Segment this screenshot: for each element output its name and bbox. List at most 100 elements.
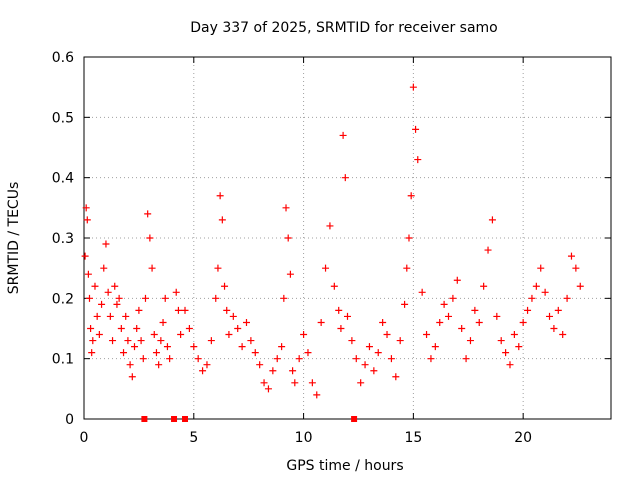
data-point [124, 337, 132, 345]
data-point [166, 355, 174, 363]
x-tick-label: 5 [189, 430, 198, 446]
data-point [344, 312, 351, 320]
data-point [497, 337, 505, 345]
data-gap-markers [141, 416, 358, 422]
data-point [264, 385, 272, 393]
x-axis-label: GPS time / hours [286, 458, 403, 474]
data-point [405, 234, 413, 242]
x-tick-label: 0 [80, 430, 89, 446]
data-point [177, 331, 185, 339]
data-point [304, 349, 312, 357]
data-point [308, 379, 316, 387]
data-point [392, 373, 400, 381]
data-point [396, 337, 404, 345]
data-point [403, 264, 411, 272]
data-point [387, 355, 395, 363]
data-point [120, 349, 128, 357]
x-tick-label: 10 [295, 430, 313, 446]
data-point [256, 361, 264, 369]
data-point [326, 222, 334, 230]
data-point [152, 349, 160, 357]
data-point [524, 306, 532, 314]
data-point [462, 355, 470, 363]
data-point [383, 331, 391, 339]
data-point [95, 331, 103, 339]
data-point [423, 331, 431, 339]
data-point [370, 367, 378, 375]
data-point [144, 210, 152, 218]
data-point [458, 325, 466, 332]
data-point [81, 252, 89, 260]
data-point [234, 325, 242, 332]
data-point [172, 288, 180, 296]
data-point [322, 264, 330, 272]
data-point [337, 325, 345, 332]
data-point [563, 294, 571, 302]
data-point [284, 234, 292, 242]
data-point [546, 312, 554, 320]
data-point [502, 349, 510, 357]
x-tick-label: 20 [514, 430, 532, 446]
data-point [115, 294, 123, 302]
data-point [445, 312, 453, 320]
data-point [484, 246, 492, 254]
data-point [155, 361, 163, 369]
data-point [199, 367, 207, 375]
data-point [300, 331, 308, 339]
data-point [567, 252, 575, 260]
data-point [260, 379, 268, 387]
data-point [214, 264, 222, 272]
data-point [576, 282, 584, 290]
data-point [407, 192, 415, 200]
y-tick-label: 0.2 [52, 291, 74, 307]
data-point [295, 355, 303, 363]
data-point [146, 234, 154, 242]
data-point [374, 349, 382, 357]
data-point [335, 306, 343, 314]
data-point [216, 192, 224, 200]
data-point [194, 355, 202, 363]
data-point [225, 331, 233, 339]
data-point [352, 355, 360, 363]
data-point [453, 276, 461, 284]
data-point [150, 331, 158, 339]
data-point [82, 204, 90, 212]
data-point [475, 318, 483, 326]
data-point [341, 174, 349, 182]
data-point [98, 300, 106, 308]
data-point [218, 216, 226, 224]
data-point [339, 131, 347, 139]
plot-frame [83, 56, 612, 420]
axis-ticks: 0 0.1 0.2 0.3 0.4 0.5 0.6 0 5 10 15 20 [52, 50, 611, 446]
data-point [238, 343, 246, 351]
data-point [401, 300, 409, 308]
data-point [431, 343, 439, 351]
data-point [427, 355, 435, 363]
data-point [109, 337, 117, 345]
data-point [181, 306, 189, 314]
data-point [361, 361, 369, 369]
data-point [89, 337, 97, 345]
data-point [278, 343, 286, 351]
data-point [161, 294, 169, 302]
data-point [88, 349, 96, 357]
data-point [83, 216, 91, 224]
data-point [117, 325, 125, 332]
data-point [242, 318, 250, 326]
data-point [412, 125, 420, 133]
data-point [104, 288, 112, 296]
data-point [528, 294, 536, 302]
data-point [106, 312, 114, 320]
data-point [440, 300, 448, 308]
data-point [286, 270, 294, 278]
data-point [207, 337, 215, 345]
data-point [289, 367, 297, 375]
data-point [449, 294, 457, 302]
data-point [113, 300, 121, 308]
gap-marker [141, 416, 148, 422]
data-point [554, 306, 562, 314]
data-point [91, 282, 99, 290]
data-point [139, 355, 147, 363]
data-point [122, 312, 130, 320]
chart-title: Day 337 of 2025, SRMTID for receiver sam… [190, 20, 498, 36]
